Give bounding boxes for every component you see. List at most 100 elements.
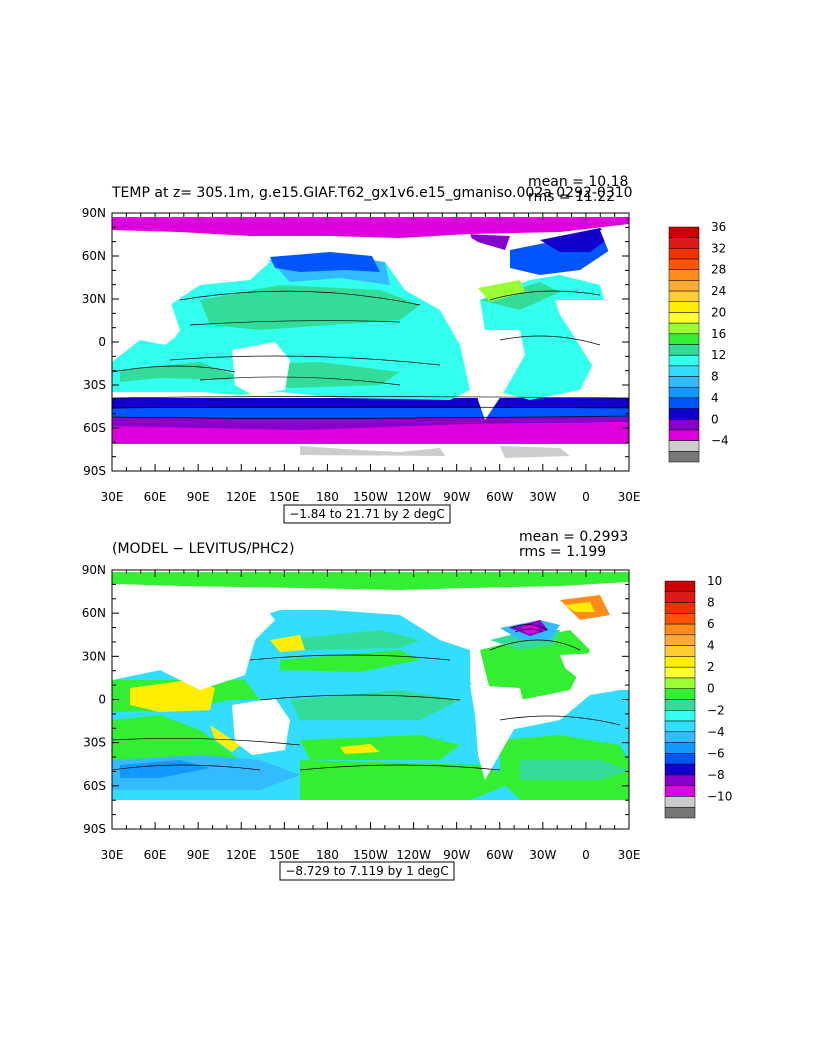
difference-colorbar: 10 8 6 4 2 0 −2 −4 −6 −8 −10 <box>664 574 732 819</box>
difference-map-axes: 90N 60N 30N 0 30S 60S 90S 30E 60E 90E 120E 150E 180 1… <box>82 563 641 862</box>
lon-tick-label: 0 <box>582 848 590 862</box>
lat-tick-label: 0 <box>98 693 106 707</box>
temperature-map-contours <box>112 290 629 419</box>
colorbar-swatch <box>664 613 696 625</box>
temperature-map-axes: 90N 60N 30N 0 30S 60S 90S 30E 60E 90E 120E 150E 180 1… <box>82 206 641 504</box>
temperature-rms: rms = 11.22 <box>528 189 615 205</box>
colorbar-swatch <box>664 634 696 646</box>
colorbar-swatch <box>664 591 696 603</box>
colorbar-swatch <box>664 602 696 614</box>
colorbar-swatch <box>668 386 700 399</box>
lat-tick-label: 60S <box>83 779 106 793</box>
lon-tick-label: 90W <box>443 848 470 862</box>
difference-rms: rms = 1.199 <box>519 544 606 560</box>
colorbar-label: 28 <box>711 263 726 277</box>
colorbar-swatch <box>668 237 700 249</box>
difference-map-field <box>112 570 629 829</box>
colorbar-label: 8 <box>707 596 715 610</box>
lon-tick-label: 120W <box>396 848 431 862</box>
colorbar-label: −10 <box>707 789 732 803</box>
colorbar-swatch <box>668 312 700 324</box>
lat-tick-label: 90S <box>83 464 106 478</box>
colorbar-label: 4 <box>707 639 715 653</box>
lat-tick-label: 90S <box>83 822 106 836</box>
colorbar-label: −8 <box>707 768 725 782</box>
colorbar-swatch <box>664 710 696 722</box>
lon-tick-label: 150W <box>353 490 388 504</box>
temperature-colorbar: 36 32 28 24 20 16 12 8 4 0 −4 <box>668 220 729 463</box>
lat-tick-label: 0 <box>98 335 106 349</box>
lat-tick-label: 60N <box>82 249 106 263</box>
difference-range-label: −8.729 to 7.119 by 1 degC <box>285 864 448 878</box>
colorbar-swatch <box>668 429 700 441</box>
lon-tick-label: 30W <box>529 490 556 504</box>
lon-tick-label: 150E <box>269 490 300 504</box>
temperature-mean: mean = 10.18 <box>528 174 628 190</box>
colorbar-swatch <box>664 742 696 754</box>
colorbar-swatch <box>664 699 696 711</box>
colorbar-swatch <box>668 269 700 281</box>
lon-tick-label: 60E <box>144 848 167 862</box>
difference-map-title: (MODEL − LEVITUS/PHC2) <box>112 541 295 557</box>
colorbar-swatch <box>668 354 700 367</box>
colorbar-swatch <box>668 258 700 270</box>
colorbar-swatch <box>668 365 700 377</box>
lon-tick-label: 180 <box>316 848 339 862</box>
colorbar-label: −6 <box>707 746 725 760</box>
colorbar-swatch <box>668 376 700 388</box>
lon-tick-label: 90W <box>443 490 470 504</box>
colorbar-label: 4 <box>711 391 719 405</box>
difference-mean: mean = 0.2993 <box>519 529 628 545</box>
colorbar-label: −2 <box>707 703 725 717</box>
colorbar-label: 32 <box>711 241 726 255</box>
lon-tick-label: 60W <box>486 848 513 862</box>
lon-tick-label: 150W <box>353 848 388 862</box>
lon-tick-label: 150E <box>269 848 300 862</box>
temperature-map-field <box>112 213 629 471</box>
colorbar-swatch <box>668 333 700 345</box>
lon-tick-label: 90E <box>187 490 210 504</box>
lon-tick-label: 60W <box>486 490 513 504</box>
difference-range-box <box>279 861 455 881</box>
lat-tick-label: 60S <box>83 421 106 435</box>
lat-tick-label: 90N <box>82 563 106 577</box>
colorbar-swatch <box>668 419 700 431</box>
colorbar-swatch <box>664 731 696 743</box>
colorbar-swatch <box>664 753 696 765</box>
colorbar-swatch <box>668 290 700 303</box>
lon-tick-label: 60E <box>144 490 167 504</box>
lon-tick-label: 30E <box>618 490 641 504</box>
colorbar-label: 20 <box>711 305 726 319</box>
lon-tick-label: 180 <box>316 490 339 504</box>
lat-tick-label: 30N <box>82 292 106 306</box>
lat-tick-label: 90N <box>82 206 106 220</box>
colorbar-swatch <box>668 280 700 292</box>
colorbar-swatch <box>668 248 700 260</box>
colorbar-swatch <box>664 785 696 797</box>
colorbar-swatch <box>664 796 696 808</box>
colorbar-label: −4 <box>707 725 725 739</box>
lat-tick-label: 30S <box>83 378 106 392</box>
lon-tick-label: 120E <box>226 490 257 504</box>
colorbar-swatch <box>664 666 696 679</box>
colorbar-swatch <box>668 226 700 238</box>
colorbar-label: 8 <box>711 370 719 384</box>
colorbar-label: 12 <box>711 348 726 362</box>
temperature-map-panel: TEMP at z= 305.1m, g.e15.GIAF.T62_gx1v6.… <box>82 174 729 524</box>
colorbar-swatch <box>668 397 700 409</box>
colorbar-label: 6 <box>707 617 715 631</box>
colorbar-swatch <box>668 440 700 452</box>
lon-tick-label: 30E <box>101 848 124 862</box>
lon-tick-label: 120E <box>226 848 257 862</box>
colorbar-label: −4 <box>711 434 729 448</box>
lon-tick-label: 90E <box>187 848 210 862</box>
colorbar-label: 0 <box>707 682 715 696</box>
colorbar-swatch <box>668 451 700 463</box>
colorbar-swatch <box>668 301 700 313</box>
colorbar-label: 36 <box>711 220 726 234</box>
colorbar-swatch <box>668 344 700 356</box>
lon-tick-label: 30E <box>101 490 124 504</box>
colorbar-label: 2 <box>707 660 715 674</box>
colorbar-swatch <box>664 623 696 636</box>
